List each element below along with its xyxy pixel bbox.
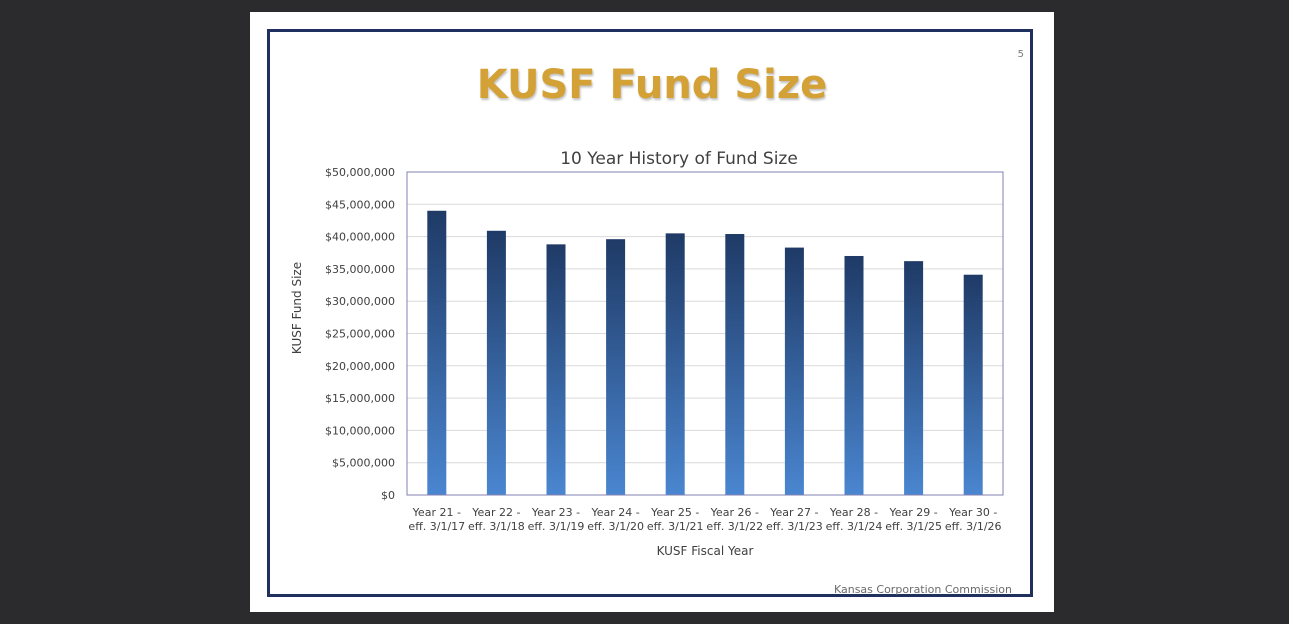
- y-tick-label: $30,000,000: [325, 295, 395, 308]
- footer-text: Kansas Corporation Commission: [833, 583, 1012, 596]
- plot-area-border: [406, 171, 1004, 496]
- x-tick-label: Year 21 -eff. 3/1/17: [408, 506, 465, 533]
- y-tick-label: $5,000,000: [332, 457, 395, 470]
- bar: [725, 234, 745, 496]
- y-tick-label: $50,000,000: [325, 166, 395, 179]
- x-tick-label: Year 28 -eff. 3/1/24: [826, 506, 883, 533]
- y-tick-label: $35,000,000: [325, 263, 395, 276]
- y-tick-label: $40,000,000: [325, 231, 395, 244]
- x-tick-label: Year 29 -eff. 3/1/25: [885, 506, 942, 533]
- slide-title: KUSF Fund Size: [476, 62, 828, 108]
- x-tick-label: Year 30 -eff. 3/1/26: [945, 506, 1002, 533]
- x-tick-label: Year 22 -eff. 3/1/18: [468, 506, 525, 533]
- y-axis-ticks: $0 $5,000,000 $10,000,000 $15,000,000 $20,00…: [325, 166, 395, 502]
- x-tick-label: Year 23 -eff. 3/1/19: [528, 506, 585, 533]
- slide-frame: [267, 29, 1033, 597]
- chart-title: 10 Year History of Fund Size: [560, 149, 798, 169]
- bar: [844, 255, 864, 495]
- y-tick-label: $10,000,000: [325, 424, 395, 437]
- bar: [606, 239, 626, 495]
- x-tick-label: Year 25 -eff. 3/1/21: [647, 506, 704, 533]
- y-tick-label: $20,000,000: [325, 360, 395, 373]
- y-axis-label: KUSF Fund Size: [290, 262, 304, 354]
- x-tick-label: Year 26 -eff. 3/1/22: [706, 506, 763, 533]
- bar: [904, 261, 924, 495]
- x-tick-label: Year 24 -eff. 3/1/20: [587, 506, 644, 533]
- bars: [427, 210, 983, 496]
- bar: [963, 274, 983, 495]
- x-axis-label: KUSF Fiscal Year: [657, 544, 754, 558]
- y-tick-label: $45,000,000: [325, 198, 395, 211]
- bar: [784, 247, 804, 495]
- y-tick-label: $15,000,000: [325, 392, 395, 405]
- bar: [546, 244, 566, 495]
- page-number: 5: [1017, 49, 1024, 60]
- bar: [486, 230, 506, 495]
- bar: [665, 233, 685, 495]
- x-tick-label: Year 27 -eff. 3/1/23: [766, 506, 823, 533]
- y-tick-label: $25,000,000: [325, 328, 395, 341]
- bar: [427, 210, 447, 495]
- y-tick-label: $0: [381, 489, 395, 502]
